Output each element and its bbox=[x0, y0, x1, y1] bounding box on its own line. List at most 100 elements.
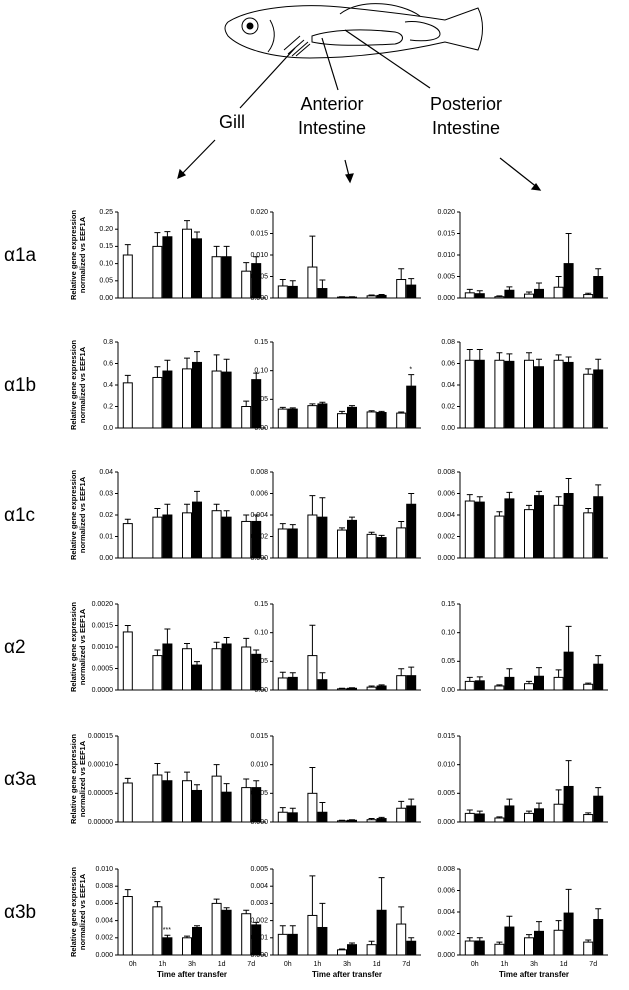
bar bbox=[317, 403, 328, 429]
y-tick-label: 0.02 bbox=[99, 512, 113, 519]
bar bbox=[524, 812, 534, 823]
y-tick-label: 0.008 bbox=[437, 866, 455, 873]
x-tick-label: 7d bbox=[402, 961, 410, 968]
bar bbox=[553, 676, 564, 691]
error-bar bbox=[309, 403, 316, 406]
error-bar bbox=[154, 901, 161, 907]
bar bbox=[182, 937, 192, 956]
error-bar bbox=[585, 939, 592, 943]
bar bbox=[317, 288, 328, 299]
y-tick-label: 0.15 bbox=[441, 601, 455, 608]
bar bbox=[494, 515, 505, 559]
bar bbox=[241, 406, 252, 429]
bar bbox=[396, 412, 407, 429]
bar bbox=[464, 680, 475, 691]
bar bbox=[494, 296, 505, 299]
bar bbox=[287, 528, 298, 559]
y-tick-label: 0.00 bbox=[99, 555, 113, 562]
bar bbox=[122, 631, 133, 691]
x-tick-label: 1h bbox=[314, 961, 322, 968]
bar bbox=[287, 676, 298, 691]
y-tick-label: 0.008 bbox=[95, 883, 113, 890]
error-bar bbox=[213, 898, 220, 904]
error-bar bbox=[595, 655, 602, 665]
bar bbox=[152, 655, 163, 691]
error-bar bbox=[466, 494, 473, 502]
bar bbox=[162, 937, 173, 956]
error-bar bbox=[506, 353, 513, 362]
bar bbox=[337, 820, 347, 823]
y-tick-label: 0.004 bbox=[250, 512, 268, 519]
row-label: α1b bbox=[4, 375, 36, 396]
y-tick-label: 0.010 bbox=[437, 252, 455, 259]
bar bbox=[317, 516, 328, 559]
error-bar bbox=[536, 358, 542, 367]
error-bar bbox=[154, 508, 161, 518]
bar bbox=[563, 651, 574, 691]
bar bbox=[211, 648, 222, 691]
error-bar bbox=[279, 406, 286, 410]
bar bbox=[553, 803, 564, 823]
error-bar bbox=[253, 649, 260, 655]
error-bar bbox=[585, 368, 592, 375]
bar bbox=[317, 811, 328, 823]
bar bbox=[406, 284, 417, 299]
error-bar bbox=[496, 816, 503, 818]
error-bar bbox=[124, 889, 131, 897]
y-axis-label: normalized vs EEF1A bbox=[78, 608, 87, 685]
y-tick-label: 0.002 bbox=[250, 917, 268, 924]
y-tick-label: 0.001 bbox=[250, 935, 268, 942]
row-label: α1c bbox=[4, 505, 35, 526]
bar bbox=[474, 359, 485, 429]
error-bar bbox=[194, 661, 200, 666]
error-bar bbox=[585, 292, 592, 295]
bar bbox=[347, 687, 357, 691]
bar bbox=[347, 944, 357, 956]
bar bbox=[211, 256, 222, 299]
error-bar bbox=[279, 279, 286, 286]
bar bbox=[464, 812, 475, 823]
y-tick-label: 0.05 bbox=[441, 658, 455, 665]
fish-drawing bbox=[224, 3, 483, 59]
error-bar bbox=[253, 256, 260, 264]
bar bbox=[366, 819, 377, 823]
y-tick-label: 0.000 bbox=[437, 555, 455, 562]
error-bar bbox=[536, 490, 542, 496]
x-tick-label: 7d bbox=[247, 961, 255, 968]
error-bar bbox=[349, 687, 355, 689]
error-bar bbox=[349, 819, 355, 821]
x-tick-label: 1d bbox=[373, 961, 381, 968]
bar bbox=[534, 366, 544, 429]
bar bbox=[494, 685, 505, 691]
bar bbox=[307, 792, 318, 823]
bar bbox=[182, 648, 192, 691]
bar bbox=[474, 501, 485, 559]
error-bar bbox=[555, 669, 562, 678]
y-tick-label: 0.10 bbox=[254, 630, 268, 637]
error-bar bbox=[368, 818, 375, 820]
bar bbox=[366, 686, 377, 691]
error-bar bbox=[243, 909, 250, 914]
y-tick-label: 0.000 bbox=[250, 819, 268, 826]
bar bbox=[162, 370, 173, 429]
y-axis-label: normalized vs EEF1A bbox=[78, 873, 87, 950]
bar bbox=[474, 680, 485, 691]
error-bar bbox=[476, 937, 483, 942]
error-bar bbox=[378, 684, 385, 686]
error-bar bbox=[466, 288, 473, 293]
error-bar bbox=[536, 802, 542, 809]
y-tick-label: 0.015 bbox=[437, 733, 455, 740]
y-tick-label: 0.005 bbox=[437, 273, 455, 280]
bar bbox=[152, 906, 163, 956]
error-bar bbox=[213, 503, 220, 511]
y-tick-label: 0.0015 bbox=[92, 622, 114, 629]
y-tick-label: 0.005 bbox=[437, 790, 455, 797]
error-bar bbox=[124, 518, 131, 524]
bar bbox=[122, 382, 133, 429]
error-bar bbox=[378, 816, 385, 819]
bar bbox=[307, 655, 318, 691]
y-tick-label: 0.003 bbox=[250, 900, 268, 907]
error-bar bbox=[565, 356, 572, 363]
bar bbox=[221, 909, 232, 956]
error-bar bbox=[565, 760, 572, 787]
